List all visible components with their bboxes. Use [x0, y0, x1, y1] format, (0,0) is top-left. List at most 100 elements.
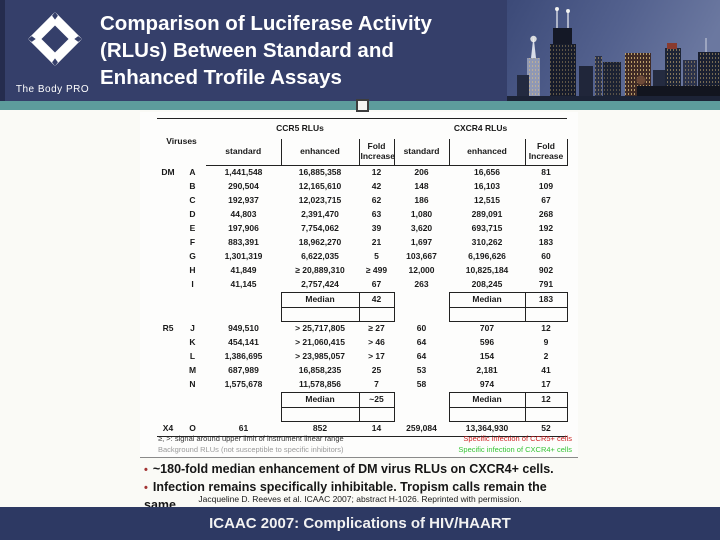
table-cell: O — [179, 421, 206, 437]
table-cell: B — [189, 181, 196, 192]
table-cell: 3,620 — [410, 223, 433, 234]
table-cell: 2 — [543, 351, 549, 362]
title-line-3: Enhanced Trofile Assays — [100, 66, 342, 89]
citation-line: Jacqueline D. Reeves et al. ICAAC 2007; … — [198, 494, 522, 504]
logo-block: The Body PRO — [5, 0, 100, 101]
table-cell — [157, 250, 179, 264]
table-cell: ≥ 27 — [368, 323, 385, 334]
table-cell: 5 — [374, 251, 379, 262]
table-cell: 41,849 — [230, 265, 257, 276]
table-group-header-row: Viruses CCR5 RLUs CXCR4 RLUs — [157, 118, 568, 166]
table-cell: 12 — [524, 392, 568, 408]
table-cell: 268 — [538, 209, 554, 220]
table-cell: 16,656 — [474, 167, 501, 178]
table-cell: K — [189, 337, 196, 348]
table-cell: 13,364,930 — [449, 421, 526, 437]
table-cell: 53 — [416, 365, 427, 376]
table-cell: J — [190, 322, 195, 333]
table-row: D 44,803 2,391,470 63 1,080 289,091 268 — [157, 208, 567, 222]
table-cell: 7,754,062 — [301, 223, 339, 234]
table-cell: 1,441,548 — [224, 167, 263, 178]
table-row: DM A 1,441,548 16,885,358 12 206 16,656 81 — [157, 166, 567, 181]
table-cell: 16,885,358 — [298, 167, 342, 178]
table-cell — [394, 293, 449, 308]
table-cell: Median — [280, 392, 360, 408]
table-cell — [157, 336, 179, 350]
ccr5-enhanced-header: enhanced — [281, 139, 360, 166]
table-row: R5 J 949,510 > 25,717,805 ≥ 27 60 707 12 — [157, 322, 567, 337]
table-cell: 67 — [541, 195, 551, 206]
table-row: I 41,145 2,757,424 67 263 208,245 791 — [157, 278, 567, 293]
table-cell — [394, 308, 449, 322]
table-cell: R5 — [162, 322, 174, 333]
table-cell: > 23,985,057 — [295, 351, 345, 362]
table-cell: 109 — [538, 181, 554, 192]
table-cell: 11,578,856 — [298, 379, 342, 390]
table-cell: 81 — [541, 167, 551, 178]
table-cell: 25 — [371, 365, 382, 376]
assay-table-body: DM A 1,441,548 16,885,358 12 206 16,656 81 B 290,… — [157, 166, 568, 437]
table-cell — [280, 307, 360, 322]
table-footnotes: ≥, >: signal around upper limit of instr… — [158, 433, 344, 455]
table-cell: 103,667 — [406, 251, 437, 262]
table-cell: DM — [161, 166, 175, 177]
table-row: M 687,989 16,858,235 25 53 2,181 41 — [157, 364, 567, 378]
table-cell: 148 — [414, 181, 429, 192]
table-cell: 58 — [416, 379, 427, 390]
table-cell: 42 — [371, 181, 382, 192]
table-cell: 290,504 — [228, 181, 259, 192]
body-pro-logo-icon — [27, 11, 83, 67]
table-row: G 1,301,319 6,622,035 5 103,667 6,196,626 60 — [157, 250, 567, 264]
table-cell: 39 — [371, 223, 382, 234]
title-line-1: Comparison of Luciferase Activity — [100, 12, 432, 35]
table-cell — [157, 180, 179, 194]
color-key: Specific infection of CCR5+ cells Specif… — [458, 433, 572, 455]
ccr5-color-key: Specific infection of CCR5+ cells — [463, 434, 572, 443]
table-cell — [448, 407, 526, 422]
table-cell: Median — [448, 292, 526, 308]
table-cell: 9 — [543, 337, 549, 348]
table-cell: > 46 — [368, 337, 385, 348]
table-cell: 7 — [374, 379, 379, 390]
viruses-header: Viruses — [157, 118, 206, 166]
table-cell: > 25,717,805 — [295, 323, 345, 334]
table-cell: 64 — [416, 351, 427, 362]
table-cell: 41,145 — [230, 279, 257, 290]
table-cell: E — [189, 223, 196, 234]
table-cell: 67 — [371, 279, 382, 290]
table-cell — [157, 364, 179, 378]
cxcr4-color-key: Specific infection of CXCR4+ cells — [458, 445, 572, 454]
footer-banner: ICAAC 2007: Complications of HIV/HAART — [0, 507, 720, 540]
table-cell: 2,181 — [476, 365, 498, 376]
city-skyline-image — [507, 0, 720, 101]
table-cell: L — [189, 351, 196, 362]
table-cell: 21 — [371, 237, 382, 248]
table-cell: 44,803 — [230, 209, 257, 220]
table-cell: 6,196,626 — [468, 251, 506, 262]
cxcr4-standard-header: standard — [394, 139, 450, 166]
assay-table: Viruses CCR5 RLUs CXCR4 RLUs standard en… — [157, 118, 568, 437]
table-cell: 208,245 — [471, 279, 503, 290]
table-cell — [394, 408, 449, 422]
table-cell: ≥ 499 — [365, 265, 388, 276]
table-cell: 10,825,184 — [465, 265, 509, 276]
table-cell — [394, 393, 449, 408]
table-cell — [157, 278, 179, 293]
table-cell: Median — [280, 292, 360, 308]
slide-title: Comparison of Luciferase Activity (RLUs)… — [100, 10, 510, 91]
table-cell: 16,858,235 — [298, 365, 342, 376]
bullet-dot-icon: • — [144, 482, 148, 494]
table-cell: 41 — [541, 365, 551, 376]
cxcr4-fold-header: Fold Increase — [525, 139, 568, 166]
table-cell: 12 — [371, 167, 382, 178]
table-cell: 687,989 — [228, 365, 259, 376]
table-cell: 18,962,270 — [298, 237, 342, 248]
table-subheader-row: standard enhanced Fold Increase standard… — [157, 139, 568, 166]
table-cell: 12,515 — [474, 195, 501, 206]
median-row: Median ~25 Median 12 — [157, 392, 568, 408]
table-cell: 263 — [414, 279, 429, 290]
table-cell: Median — [448, 392, 526, 408]
table-cell: ≥ 20,889,310 — [295, 265, 345, 276]
spacer-row — [157, 407, 568, 422]
ccr5-fold-header: Fold Increase — [359, 139, 395, 166]
